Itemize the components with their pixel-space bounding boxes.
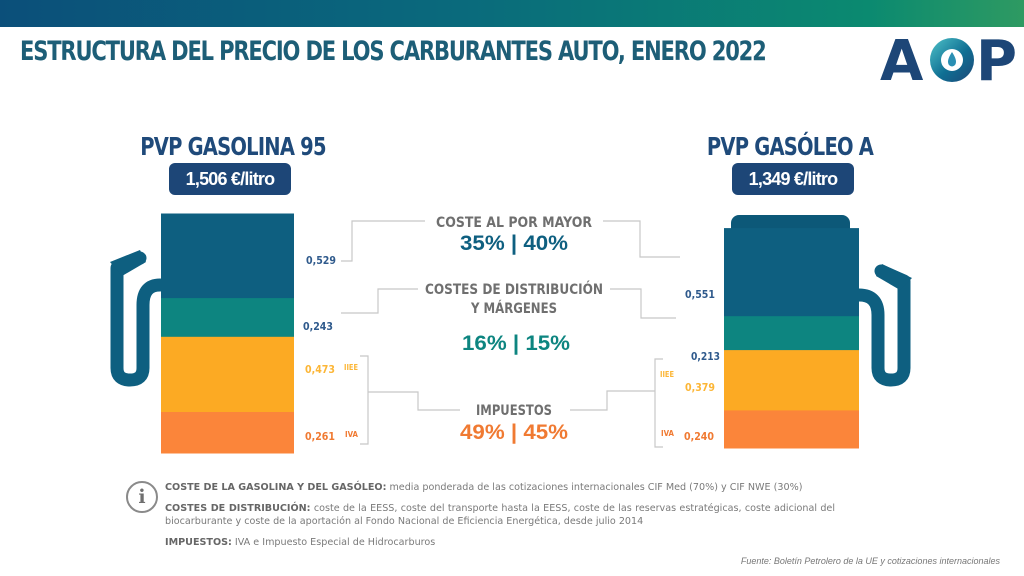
bracket-diesel-taxes [654,358,663,448]
diesel-segment-iva [724,409,859,449]
gasoline-stacked-bar [161,213,294,454]
diesel-segment-distribution [724,315,859,351]
diesel-tag-iiee: IIEE [660,370,674,379]
bracket-gasoline-taxes [360,355,369,445]
diesel-stacked-bar [724,228,859,449]
connector-wholesale-left [341,220,425,262]
diesel-value-distribution: 0,213 [691,350,720,363]
connector-distribution-left [341,288,418,314]
gasoline-segment-wholesale [161,213,294,299]
diesel-segment-wholesale [724,228,859,317]
logo-letter-p: P [976,30,1017,86]
category-distribution-label-2: Y MÁRGENES [470,300,557,317]
header-gradient-bar [0,0,1024,27]
connector-distribution-right [610,288,676,319]
gasoline-pump-handle [110,250,146,276]
gasoline-tag-iva: IVA [345,430,359,439]
gasoline-value-iva: 0,261 [305,430,335,443]
diesel-tag-iva: IVA [661,429,675,438]
gasoline-value-wholesale: 0,529 [306,254,336,267]
category-taxes-label: IMPUESTOS [476,403,552,419]
gasoline-value-iiee: 0,473 [305,363,335,376]
category-distribution-share: 16% | 15% [462,332,570,355]
diesel-heading: PVP GASÓLEO A [706,132,874,161]
drop-logo-icon [930,38,974,82]
diesel-value-iva: 0,240 [684,430,714,443]
diesel-pump-nozzle-icon [852,264,911,387]
page-title: ESTRUCTURA DEL PRECIO DE LOS CARBURANTES… [20,36,767,67]
gasoline-pump-nozzle-icon [110,251,167,387]
source-note: Fuente: Boletín Petrolero de la UE y cot… [740,556,1000,566]
connector-taxes-right [570,390,655,411]
category-distribution-label-1: COSTES DE DISTRIBUCIÓN [425,280,603,298]
connector-taxes-left [368,391,460,411]
logo-letter-a: A [880,30,924,86]
info-icon: i [126,481,158,513]
gasoline-value-distribution: 0,243 [303,320,333,333]
note-taxes: IMPUESTOS: IVA e Impuesto Especial de Hi… [165,537,436,548]
note-fuel-cost: COSTE DE LA GASOLINA Y DEL GASÓLEO: medi… [165,482,803,493]
connector-wholesale-right [603,220,680,258]
gasoline-price-badge: 1,506 €/litro [169,163,291,195]
gasoline-segment-iiee [161,336,294,412]
note-distribution: COSTES DE DISTRIBUCIÓN: coste de la EESS… [165,503,835,527]
gasoline-tag-iiee: IIEE [344,363,358,372]
footnotes: COSTE DE LA GASOLINA Y DEL GASÓLEO: medi… [165,481,835,557]
category-taxes-share: 49% | 45% [460,421,568,444]
aop-logo: A P [880,30,1017,86]
diesel-value-wholesale: 0,551 [685,288,715,301]
gasoline-segment-iva [161,411,294,454]
category-wholesale-share: 35% | 40% [460,232,568,255]
connector-lines [341,220,680,448]
diesel-value-iiee: 0,379 [685,381,715,394]
gasoline-heading: PVP GASOLINA 95 [140,132,326,161]
category-wholesale-label: COSTE AL POR MAYOR [436,215,592,231]
diesel-price-badge: 1,349 €/litro [732,163,854,195]
diesel-pump-handle [876,264,912,290]
gasoline-segment-distribution [161,297,294,337]
diesel-segment-iiee [724,349,859,411]
